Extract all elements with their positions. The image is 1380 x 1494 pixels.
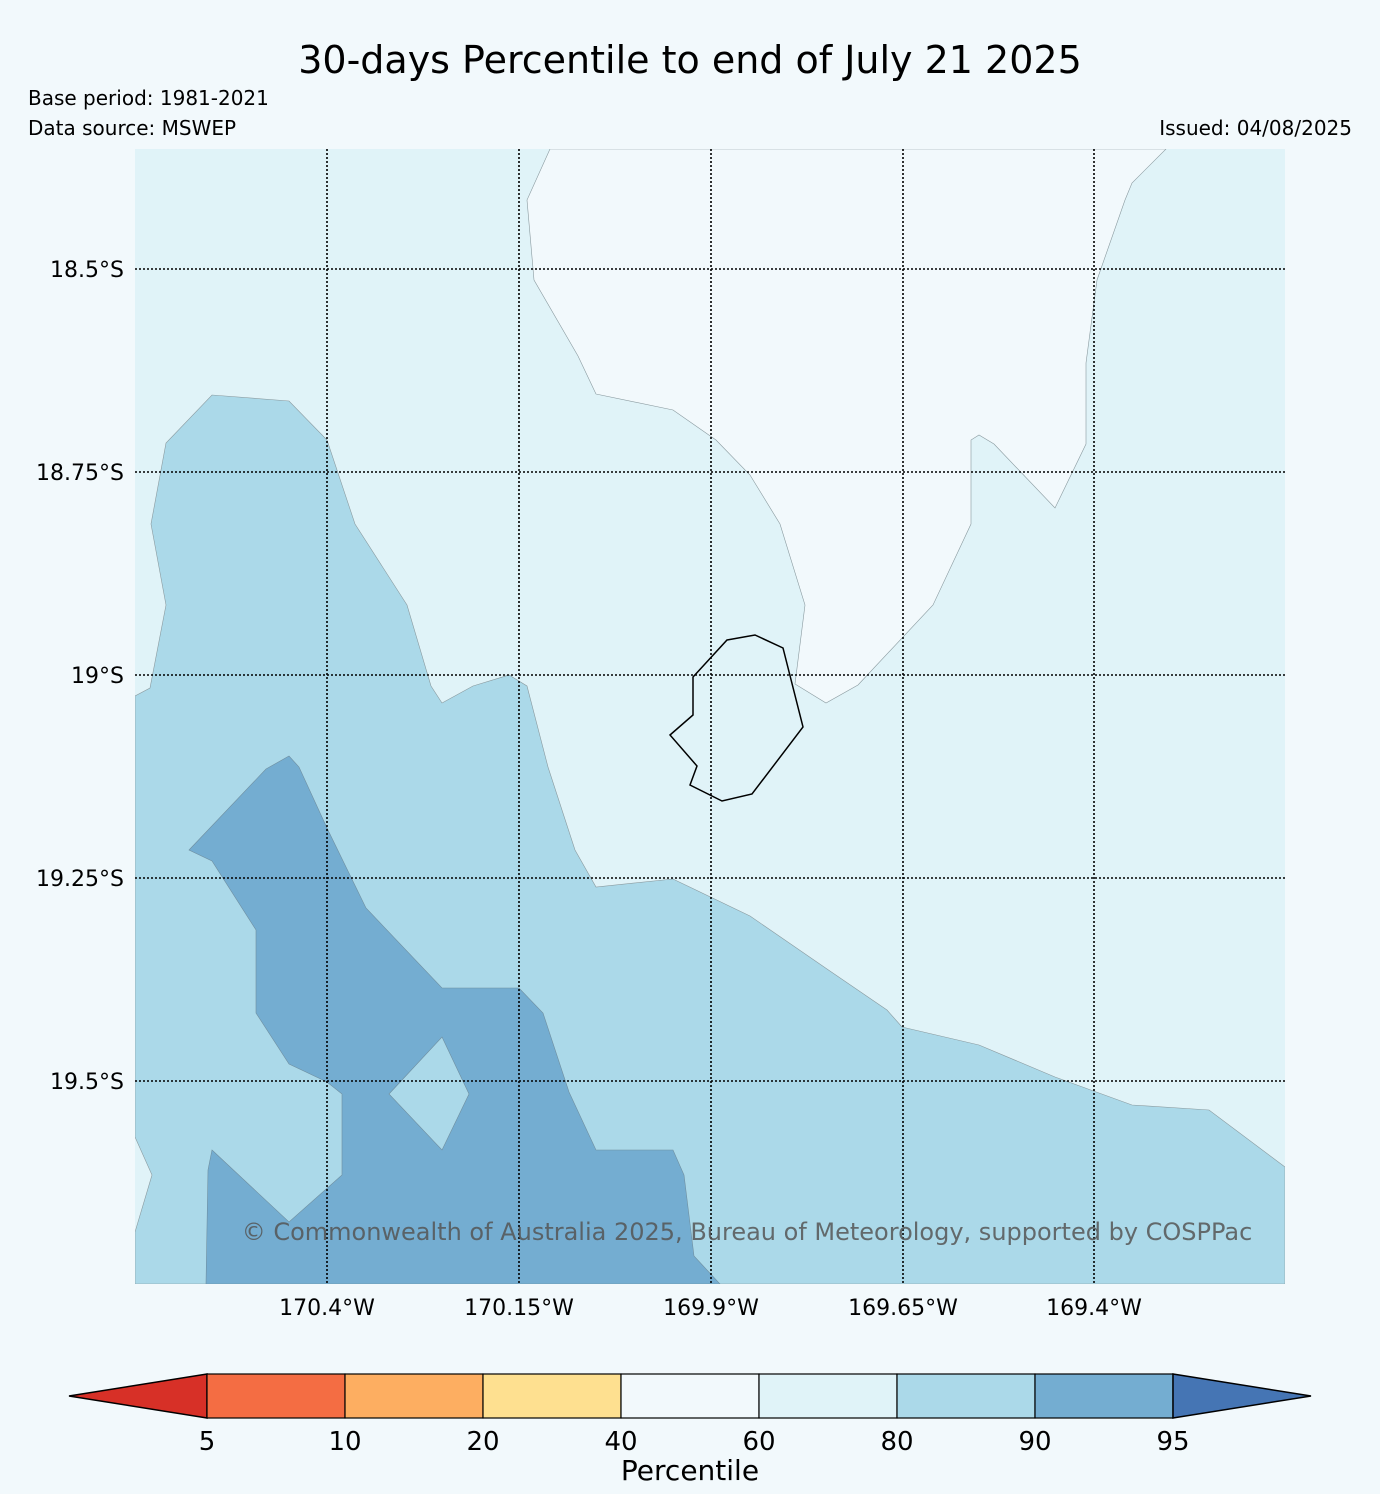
colorbar-segment: [482, 1373, 622, 1419]
map-title: 30-days Percentile to end of July 21 202…: [298, 38, 1082, 82]
map-area: [135, 149, 1285, 1284]
data-source-label: Data source: MSWEP: [28, 116, 237, 140]
region-80-90-island: [388, 1036, 470, 1151]
region-90-95: [188, 755, 721, 1284]
colorbar-tick-label: 60: [742, 1427, 775, 1457]
latitude-labels: 18.5°S 18.75°S 19°S 19.25°S 19.5°S: [36, 258, 124, 1095]
colorbar-segment: [896, 1373, 1036, 1419]
colorbar-segment: [620, 1373, 760, 1419]
issued-date-label: Issued: 04/08/2025: [1159, 116, 1352, 140]
colorbar-tick-label: 95: [1156, 1427, 1189, 1457]
longitude-labels: 170.4°W 170.15°W 169.9°W 169.65°W 169.4°W: [279, 1296, 1142, 1321]
colorbar-title: Percentile: [621, 1454, 759, 1487]
colorbar-lower-extension: [68, 1373, 208, 1419]
colorbar-segment: [758, 1373, 898, 1419]
longitude-label: 170.4°W: [279, 1296, 375, 1321]
colorbar-segment: [206, 1373, 346, 1419]
longitude-label: 169.4°W: [1046, 1296, 1142, 1321]
latitude-label: 18.75°S: [36, 461, 124, 486]
colorbar-tick-labels: 5 10 20 40 60 80 90 95: [199, 1427, 1190, 1457]
region-40-60: [526, 149, 1167, 704]
longitude-label: 169.65°W: [848, 1296, 958, 1321]
latitude-label: 19.5°S: [50, 1070, 124, 1095]
copyright-notice: © Commonwealth of Australia 2025, Bureau…: [242, 1218, 1253, 1246]
colorbar-segment: [1034, 1373, 1174, 1419]
longitude-label: 169.9°W: [663, 1296, 759, 1321]
colorbar-tick-label: 80: [880, 1427, 913, 1457]
graticule: [135, 149, 1285, 1284]
latitude-label: 19.25°S: [36, 867, 124, 892]
colorbar-tick-label: 90: [1018, 1427, 1051, 1457]
colorbar-tick-label: 10: [328, 1427, 361, 1457]
colorbar-segment: [344, 1373, 484, 1419]
latitude-label: 19°S: [71, 664, 124, 689]
colorbar: [68, 1373, 1312, 1419]
colorbar-tick-label: 40: [604, 1427, 637, 1457]
base-period-label: Base period: 1981-2021: [28, 86, 269, 110]
colorbar-upper-extension: [1172, 1373, 1312, 1419]
colorbar-tick-label: 20: [466, 1427, 499, 1457]
latitude-label: 18.5°S: [50, 258, 124, 283]
island-coastline: [668, 634, 804, 802]
longitude-label: 170.15°W: [464, 1296, 574, 1321]
colorbar-tick-label: 5: [199, 1427, 216, 1457]
